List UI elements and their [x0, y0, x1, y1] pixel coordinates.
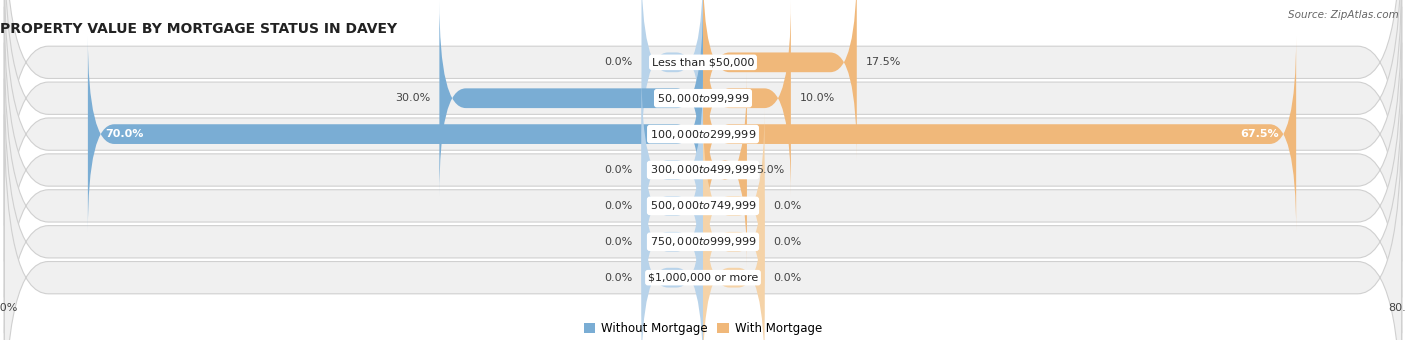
- Text: 5.0%: 5.0%: [756, 165, 785, 175]
- Text: Source: ZipAtlas.com: Source: ZipAtlas.com: [1288, 10, 1399, 20]
- FancyBboxPatch shape: [703, 108, 765, 304]
- FancyBboxPatch shape: [439, 0, 703, 196]
- FancyBboxPatch shape: [4, 0, 1402, 298]
- Text: Less than $50,000: Less than $50,000: [652, 57, 754, 67]
- Text: $1,000,000 or more: $1,000,000 or more: [648, 273, 758, 283]
- Text: 0.0%: 0.0%: [605, 57, 633, 67]
- FancyBboxPatch shape: [4, 0, 1402, 226]
- FancyBboxPatch shape: [4, 79, 1402, 340]
- FancyBboxPatch shape: [641, 0, 703, 160]
- Legend: Without Mortgage, With Mortgage: Without Mortgage, With Mortgage: [579, 317, 827, 340]
- FancyBboxPatch shape: [703, 144, 765, 340]
- Text: 0.0%: 0.0%: [605, 237, 633, 247]
- Text: $100,000 to $299,999: $100,000 to $299,999: [650, 128, 756, 141]
- FancyBboxPatch shape: [4, 7, 1402, 333]
- Text: $750,000 to $999,999: $750,000 to $999,999: [650, 235, 756, 248]
- Text: 0.0%: 0.0%: [773, 201, 801, 211]
- FancyBboxPatch shape: [703, 0, 790, 196]
- Text: 30.0%: 30.0%: [395, 93, 430, 103]
- Text: 67.5%: 67.5%: [1240, 129, 1278, 139]
- FancyBboxPatch shape: [641, 144, 703, 340]
- FancyBboxPatch shape: [703, 36, 1296, 232]
- FancyBboxPatch shape: [641, 72, 703, 268]
- Text: 17.5%: 17.5%: [866, 57, 901, 67]
- Text: 0.0%: 0.0%: [605, 201, 633, 211]
- Text: 0.0%: 0.0%: [605, 273, 633, 283]
- Text: 70.0%: 70.0%: [105, 129, 143, 139]
- FancyBboxPatch shape: [4, 42, 1402, 340]
- Text: 10.0%: 10.0%: [800, 93, 835, 103]
- Text: 0.0%: 0.0%: [605, 165, 633, 175]
- FancyBboxPatch shape: [641, 180, 703, 340]
- Text: $500,000 to $749,999: $500,000 to $749,999: [650, 199, 756, 212]
- Text: 0.0%: 0.0%: [773, 273, 801, 283]
- FancyBboxPatch shape: [641, 108, 703, 304]
- FancyBboxPatch shape: [4, 114, 1402, 340]
- Text: $300,000 to $499,999: $300,000 to $499,999: [650, 164, 756, 176]
- FancyBboxPatch shape: [703, 180, 765, 340]
- Text: $50,000 to $99,999: $50,000 to $99,999: [657, 92, 749, 105]
- Text: PROPERTY VALUE BY MORTGAGE STATUS IN DAVEY: PROPERTY VALUE BY MORTGAGE STATUS IN DAV…: [0, 22, 396, 36]
- FancyBboxPatch shape: [4, 0, 1402, 261]
- Text: 0.0%: 0.0%: [773, 237, 801, 247]
- FancyBboxPatch shape: [87, 36, 703, 232]
- FancyBboxPatch shape: [703, 72, 747, 268]
- FancyBboxPatch shape: [703, 0, 856, 160]
